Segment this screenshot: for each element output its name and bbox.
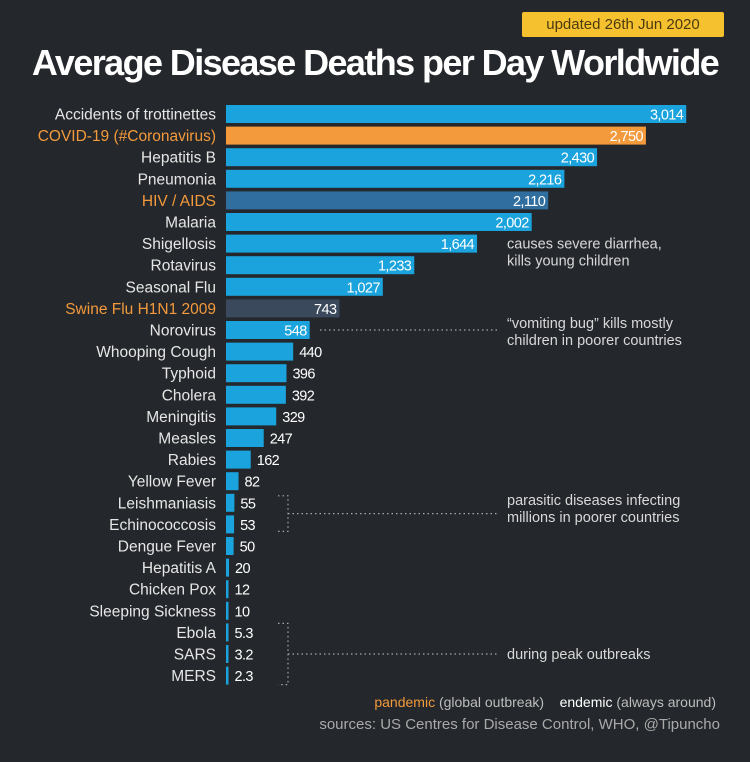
category-label: Chicken Pox: [129, 582, 216, 599]
category-label: Yellow Fever: [128, 474, 216, 491]
bar: [226, 234, 478, 253]
category-label: Typhoid: [162, 366, 216, 383]
bar: [226, 321, 310, 339]
category-label: Accidents of trottinettes: [55, 107, 216, 124]
value-label: 548: [284, 324, 307, 340]
category-label: Pneumonia: [138, 171, 217, 188]
category-label: Echinococcosis: [109, 517, 216, 534]
bar: [226, 277, 383, 296]
bar: [226, 126, 646, 145]
category-label: Ebola: [176, 625, 216, 642]
legend-pandemic: pandemic: [374, 694, 436, 710]
annotation-text: during peak outbreaks: [507, 647, 651, 663]
value-label: 5.3: [235, 626, 254, 642]
category-label: Measles: [158, 431, 216, 448]
value-label: 53: [240, 518, 255, 534]
updated-badge: updated 26th Jun 2020: [522, 12, 724, 37]
bar: [226, 537, 234, 555]
value-label: 2,430: [561, 151, 595, 167]
annotation-bracket: [278, 495, 289, 532]
legend-endemic: endemic: [559, 694, 613, 710]
category-label: Shigellosis: [142, 236, 216, 253]
category-label: Cholera: [162, 387, 217, 404]
value-label: 396: [292, 367, 315, 383]
value-label: 2,750: [610, 129, 644, 145]
bar: [226, 364, 287, 383]
annotation-text: millions in poorer countries: [507, 510, 679, 526]
annotation-text: causes severe diarrhea,: [507, 237, 662, 253]
category-label: Leishmaniasis: [118, 495, 216, 512]
category-label: Seasonal Flu: [126, 279, 216, 296]
value-label: 162: [257, 453, 280, 469]
bar: [226, 493, 235, 512]
bar: [226, 299, 340, 318]
category-label: Hepatitis B: [141, 150, 216, 167]
bar: [226, 601, 229, 620]
legend-pandemic-desc: (global outbreak): [438, 694, 545, 710]
value-label: 247: [270, 432, 293, 448]
category-label: Hepatitis A: [142, 560, 217, 577]
annotation-text: children in poorer countries: [507, 333, 682, 349]
category-label: Whooping Cough: [96, 344, 216, 361]
value-label: 3,014: [650, 108, 684, 124]
category-label: Rabies: [168, 452, 216, 469]
legend-endemic-desc: (always around): [616, 694, 716, 710]
value-label: 329: [282, 410, 305, 426]
value-label: 3.2: [235, 648, 254, 664]
value-label: 82: [245, 475, 260, 491]
annotation-text: parasitic diseases infecting: [507, 493, 680, 509]
legend: pandemic (global outbreak) endemic (alwa…: [280, 694, 716, 710]
value-label: 1,027: [347, 280, 381, 296]
bar: [226, 342, 294, 361]
category-label: Malaria: [165, 215, 216, 232]
value-label: 2.3: [235, 669, 254, 685]
bar: [226, 169, 565, 188]
bar: [226, 429, 264, 447]
bar: [226, 558, 230, 577]
category-label: COVID-19 (#Coronavirus): [38, 128, 216, 145]
bar: [226, 148, 598, 167]
bar: [226, 515, 235, 534]
annotation-text: kills young children: [507, 254, 630, 270]
annotation-bracket: [278, 622, 289, 686]
category-label: Norovirus: [150, 323, 217, 340]
bar: [226, 105, 687, 123]
value-label: 12: [235, 583, 250, 599]
bar: [226, 623, 229, 642]
sources-text: sources: US Centres for Disease Control,…: [319, 716, 720, 733]
value-label: 743: [314, 302, 337, 318]
value-label: 440: [299, 345, 322, 361]
chart-title: Average Disease Deaths per Day Worldwide: [31, 42, 720, 83]
category-label: Rotavirus: [151, 258, 217, 275]
bar: [226, 450, 251, 469]
category-label: SARS: [174, 647, 216, 664]
category-label: HIV / AIDS: [142, 193, 216, 210]
value-label: 55: [240, 496, 255, 512]
category-label: Swine Flu H1N1 2009: [65, 301, 216, 318]
bar: [226, 385, 286, 404]
value-label: 1,644: [441, 237, 475, 253]
value-label: 50: [240, 540, 255, 556]
bar: [226, 213, 532, 231]
bar: [226, 580, 229, 599]
bar: [226, 407, 277, 426]
category-label: Dengue Fever: [118, 539, 216, 556]
bar: [226, 191, 549, 210]
bar: [226, 645, 229, 663]
value-label: 2,216: [528, 172, 562, 188]
category-label: Sleeping Sickness: [89, 603, 216, 620]
annotation-text: “vomiting bug” kills mostly: [507, 316, 674, 332]
category-label: MERS: [171, 668, 216, 685]
value-label: 392: [292, 388, 315, 404]
value-label: 1,233: [378, 259, 412, 275]
value-label: 10: [235, 604, 250, 620]
value-label: 2,002: [495, 216, 529, 232]
value-label: 2,110: [513, 194, 546, 210]
value-label: 20: [235, 561, 250, 577]
bar: [226, 256, 415, 275]
bar: [226, 472, 239, 491]
category-label: Meningitis: [146, 409, 216, 426]
bar: [226, 666, 229, 685]
